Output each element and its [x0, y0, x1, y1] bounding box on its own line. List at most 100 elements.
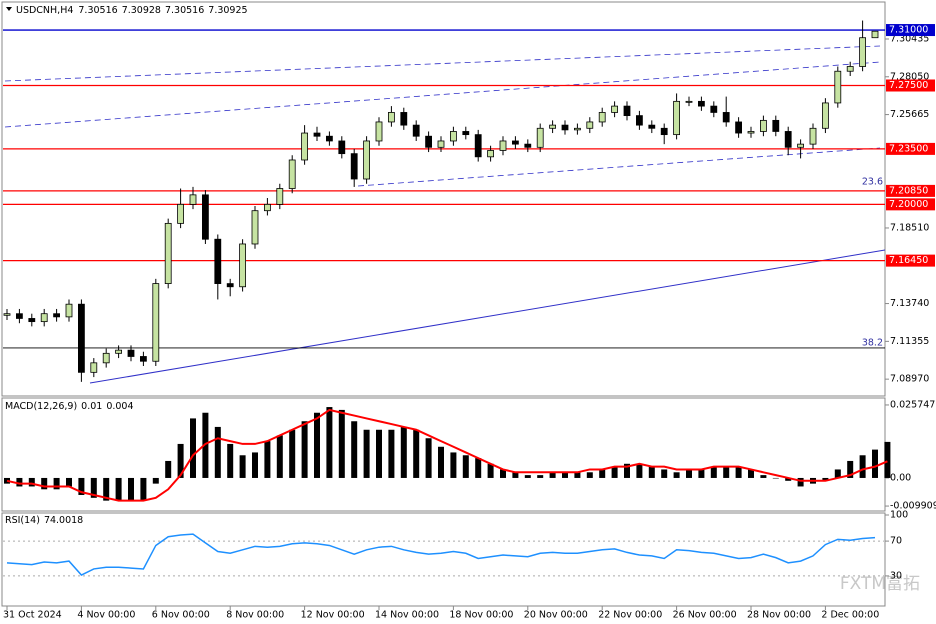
candle-body: [363, 140, 371, 180]
candle-body: [350, 153, 358, 180]
candle-body: [574, 127, 581, 131]
level-label: 7.20850: [889, 185, 928, 196]
x-tick-label: 20 Nov 00:00: [524, 610, 588, 621]
candle-body: [325, 135, 333, 142]
candle-body: [425, 135, 433, 148]
candle-body: [276, 188, 284, 205]
candle-body: [115, 349, 122, 354]
candle-body: [710, 105, 718, 113]
macd-bar: [772, 477, 779, 479]
macd-bar: [326, 407, 333, 478]
candle-body: [214, 238, 222, 284]
level-label: 7.20000: [889, 199, 928, 210]
macd-bar: [202, 412, 209, 478]
candle-body: [462, 131, 470, 136]
candle-body: [387, 112, 395, 123]
candle-body: [598, 112, 606, 123]
candle-body: [871, 30, 879, 39]
macd-bar: [363, 429, 370, 478]
macd-bar: [599, 469, 606, 478]
macd-bar: [475, 458, 482, 478]
x-tick-label: 31 Oct 2024: [3, 610, 62, 621]
x-tick-label: 6 Nov 00:00: [152, 610, 210, 621]
macd-bar: [748, 469, 754, 478]
candle-body: [400, 112, 408, 126]
candle-body: [561, 124, 569, 131]
macd-bar: [252, 452, 258, 478]
macd-bar: [41, 477, 48, 490]
macd-bar: [797, 477, 804, 487]
candle-body: [28, 318, 36, 323]
macd-bar: [400, 426, 407, 478]
x-tick-label: 8 Nov 00:00: [226, 610, 284, 621]
watermark: FXTM富拓: [840, 574, 920, 594]
candle-body: [859, 37, 866, 67]
candle-body: [822, 102, 829, 129]
candle-body: [90, 362, 98, 373]
y-tick-label: 7.30435: [890, 33, 929, 44]
candle-body: [152, 283, 160, 362]
macd-bar: [190, 418, 196, 478]
macd-bar: [673, 472, 680, 478]
y-tick-label: 7.11355: [890, 336, 929, 347]
macd-bar: [834, 469, 841, 478]
macd-bar: [574, 472, 581, 478]
macd-bar: [177, 443, 184, 478]
macd-value: 0.01: [81, 401, 102, 412]
macd-bar: [351, 421, 358, 478]
macd-bar: [785, 477, 792, 481]
x-tick-label: 18 Nov 00:00: [449, 610, 513, 621]
candle-body: [251, 210, 259, 245]
x-tick-label: 4 Nov 00:00: [77, 610, 135, 621]
macd-bar: [586, 472, 593, 478]
candle-body: [3, 313, 11, 316]
candle-body: [524, 143, 532, 148]
macd-bar: [512, 472, 519, 478]
rsi-header: RSI(14) 74.0018: [5, 515, 83, 526]
macd-bar: [165, 460, 172, 478]
signal-line: [6, 408, 888, 502]
level-tag: [886, 198, 935, 211]
macd-bar: [53, 477, 60, 490]
candle-body: [685, 100, 693, 103]
macd-bar: [524, 475, 531, 478]
menu-arrow: [6, 7, 12, 11]
macd-bar: [487, 463, 494, 478]
fib-label: 38.2: [862, 337, 883, 348]
macd-bar: [698, 469, 705, 478]
channel-line: [357, 147, 881, 187]
macd-bar: [301, 421, 308, 478]
candle-body: [797, 143, 804, 148]
macd-bar: [450, 452, 457, 478]
candle-body: [189, 194, 197, 205]
macd-bar: [462, 455, 469, 478]
macd-bar: [66, 477, 72, 487]
macd-bar: [103, 477, 110, 501]
candle-body: [660, 127, 668, 136]
x-tick-label: 26 Nov 00:00: [673, 610, 737, 621]
candle-body: [549, 124, 556, 129]
signal-value: 0.004: [106, 401, 133, 412]
rsi-title: RSI(14): [5, 515, 40, 526]
candle-body: [636, 115, 643, 126]
rsi-line: [6, 533, 876, 576]
candle-body: [784, 131, 792, 148]
candle-body: [177, 203, 185, 224]
level-tag: [886, 184, 935, 197]
candle-body: [809, 127, 817, 145]
y-tick-label: 30: [890, 570, 902, 581]
macd-title: MACD(12,26,9): [5, 401, 77, 412]
symbol: USDCNH,H4: [16, 5, 73, 16]
candle-body: [474, 134, 482, 158]
x-tick-label: 22 Nov 00:00: [598, 610, 662, 621]
macd-bar: [549, 472, 556, 478]
close-value: 7.30925: [208, 5, 247, 16]
macd-bar: [338, 409, 345, 478]
macd-bar: [425, 438, 432, 478]
macd-bar: [78, 477, 85, 495]
x-tick-label: 2 Dec 00:00: [821, 610, 879, 621]
candle-body: [288, 159, 296, 189]
level-tag: [886, 142, 935, 155]
y-tick-label: 7.13740: [890, 298, 929, 309]
